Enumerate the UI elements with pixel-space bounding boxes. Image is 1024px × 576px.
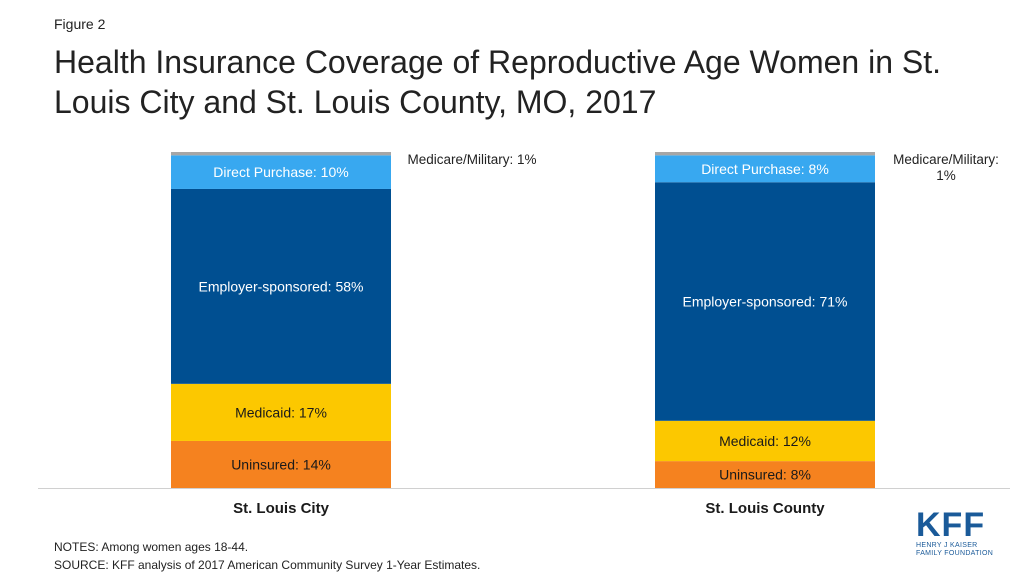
data-label-employer-sponsored: Employer-sponsored: 58% [199, 278, 364, 294]
data-label-direct-purchase: Direct Purchase: 8% [701, 161, 829, 177]
data-label-uninsured: Uninsured: 14% [231, 456, 331, 472]
bar-segment-employer-sponsored [171, 188, 391, 384]
bar-segment-uninsured [171, 440, 391, 488]
logo-subtitle-2: FAMILY FOUNDATION [916, 550, 994, 557]
data-label-medicare-military: Medicare/Military: 1% [893, 152, 999, 183]
figure-label: Figure 2 [54, 16, 106, 32]
notes-line: NOTES: Among women ages 18-44. [54, 540, 249, 554]
data-label-direct-purchase: Direct Purchase: 10% [213, 164, 348, 180]
category-label: St. Louis City [233, 500, 329, 517]
bar-segment-medicaid [171, 383, 391, 441]
logo-mark: KFF [916, 506, 986, 544]
data-label-uninsured: Uninsured: 8% [719, 467, 811, 483]
data-label-employer-sponsored: Employer-sponsored: 71% [683, 294, 848, 310]
data-label-medicare-military: Medicare/Military: 1% [407, 152, 536, 167]
logo-subtitle-1: HENRY J KAISER [916, 542, 978, 549]
bar-segment-direct-purchase [171, 155, 391, 189]
data-label-medicaid: Medicaid: 12% [719, 433, 811, 449]
bar-segment-medicare-military [171, 152, 391, 156]
data-label-medicaid: Medicaid: 17% [235, 404, 327, 420]
bar-segment-employer-sponsored [655, 182, 875, 421]
chart-title: Health Insurance Coverage of Reproductiv… [54, 44, 942, 120]
notes: NOTES: Among women ages 18-44. SOURCE: K… [54, 538, 480, 574]
bar-segment-direct-purchase [655, 155, 875, 183]
kff-logo: KFF HENRY J KAISER FAMILY FOUNDATION [916, 508, 996, 558]
bar-segment-uninsured [655, 461, 875, 488]
bar-segment-medicaid [655, 420, 875, 462]
bar-segment-medicare-military [655, 152, 875, 156]
category-label: St. Louis County [705, 500, 825, 517]
source-line: SOURCE: KFF analysis of 2017 American Co… [54, 558, 481, 572]
